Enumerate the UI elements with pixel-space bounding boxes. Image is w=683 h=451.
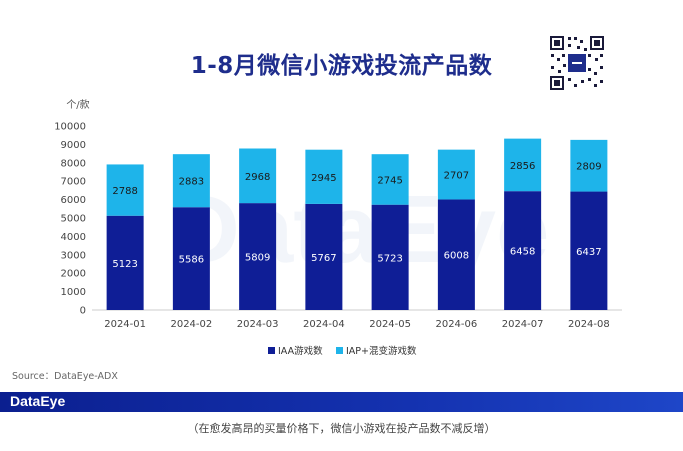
bar-segment — [570, 139, 608, 192]
bar-segment — [239, 203, 277, 310]
data-label: 5123 — [112, 259, 137, 270]
x-tick-label: 2024-05 — [369, 319, 411, 330]
x-tick-label: 2024-04 — [303, 319, 345, 330]
source-note: Source：DataEye-ADX — [12, 371, 118, 382]
brand-logo-text: DataEye — [10, 393, 66, 409]
data-label: 5723 — [377, 253, 402, 264]
y-tick-label: 1000 — [61, 287, 86, 298]
y-tick-label: 0 — [80, 306, 86, 317]
y-tick-label: 9000 — [61, 140, 86, 151]
y-tick-label: 2000 — [61, 269, 86, 280]
data-label: 5586 — [179, 255, 204, 266]
x-tick-label: 2024-06 — [435, 319, 477, 330]
brand-bar: DataEye — [0, 392, 683, 412]
bar-segment — [239, 148, 277, 204]
watermark-text: DataEye — [171, 176, 550, 283]
y-tick-label: 3000 — [61, 250, 86, 261]
x-tick-label: 2024-03 — [237, 319, 279, 330]
caption: （在愈发高昂的买量价格下，微信小游戏在投产品数不减反增） — [187, 422, 496, 435]
data-label: 2968 — [245, 172, 270, 183]
y-tick-label: 6000 — [61, 195, 86, 206]
bar-segment — [172, 154, 210, 208]
data-label: 5809 — [245, 253, 270, 264]
bar-segment — [305, 149, 343, 204]
data-label: 5767 — [311, 253, 336, 264]
data-label: 2945 — [311, 173, 336, 184]
bar-segment — [371, 154, 409, 205]
chart-title: 1-8月微信小游戏投流产品数 — [190, 53, 493, 79]
x-tick-label: 2024-07 — [502, 319, 544, 330]
y-tick-label: 5000 — [61, 214, 86, 225]
data-label: 2707 — [444, 171, 469, 182]
data-label: 6008 — [444, 251, 469, 262]
x-tick-label: 2024-08 — [568, 319, 610, 330]
bar-segment — [106, 215, 144, 310]
data-label: 2788 — [112, 186, 137, 197]
bar-segment — [504, 138, 542, 192]
y-tick-label: 10000 — [54, 122, 86, 133]
data-label: 6437 — [576, 247, 601, 258]
bar-segment — [172, 207, 210, 310]
bar-segment — [437, 199, 475, 310]
y-tick-label: 7000 — [61, 177, 86, 188]
legend-swatch — [268, 347, 275, 354]
qr-code-icon — [548, 34, 606, 92]
y-tick-label: 4000 — [61, 232, 86, 243]
data-label: 2809 — [576, 162, 601, 173]
data-label: 6458 — [510, 247, 535, 258]
x-tick-label: 2024-01 — [104, 319, 146, 330]
bar-segment — [305, 203, 343, 310]
data-label: 2745 — [377, 175, 402, 186]
bar-segment — [371, 204, 409, 310]
y-tick-label: 8000 — [61, 158, 86, 169]
x-tick-label: 2024-02 — [170, 319, 212, 330]
data-label: 2883 — [179, 177, 204, 188]
bar-segment — [570, 191, 608, 310]
legend-label: IAA游戏数 — [278, 345, 323, 357]
bar-segment — [437, 149, 475, 200]
legend-swatch — [336, 347, 343, 354]
data-label: 2856 — [510, 161, 535, 172]
bar-segment — [106, 164, 144, 216]
legend-label: IAP+混变游戏数 — [346, 345, 417, 357]
y-axis-label: 个/款 — [66, 98, 89, 111]
bar-segment — [504, 191, 542, 310]
